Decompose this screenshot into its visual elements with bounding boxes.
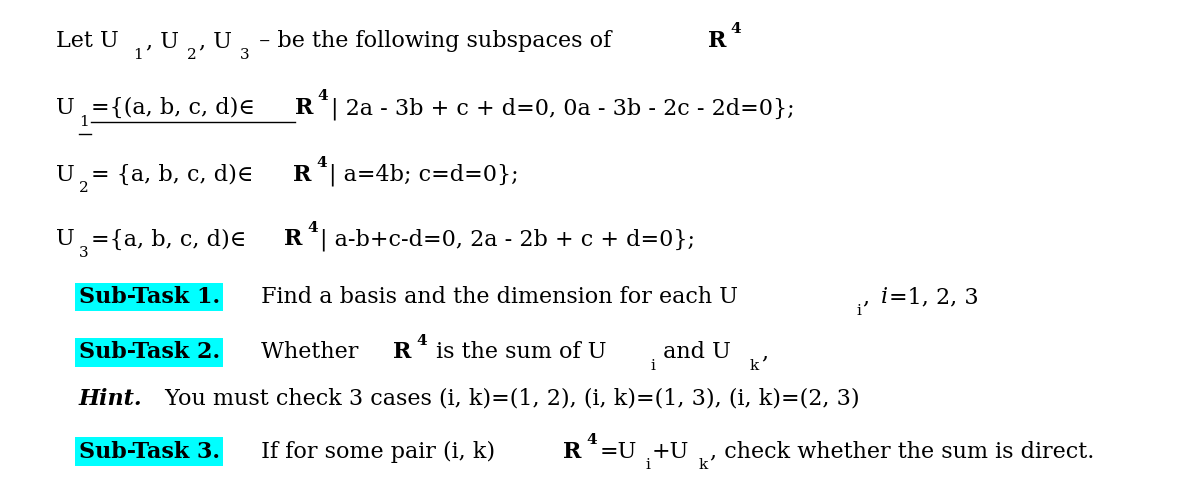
Text: , check whether the sum is direct.: , check whether the sum is direct. — [709, 440, 1094, 463]
Text: If for some pair (i, k): If for some pair (i, k) — [254, 440, 503, 463]
Text: and U: and U — [656, 341, 731, 363]
Text: U: U — [55, 164, 74, 186]
Text: =1, 2, 3: =1, 2, 3 — [889, 286, 979, 308]
Text: 1: 1 — [79, 114, 89, 129]
Text: = {a, b, c, d)∈: = {a, b, c, d)∈ — [91, 164, 253, 186]
Text: k: k — [749, 359, 758, 373]
Text: i: i — [857, 303, 862, 318]
Text: R: R — [295, 97, 313, 119]
Text: Find a basis and the dimension for each U: Find a basis and the dimension for each … — [254, 286, 738, 308]
Text: 2: 2 — [187, 48, 197, 62]
Text: i: i — [881, 286, 888, 308]
Text: U: U — [55, 228, 74, 250]
Text: k: k — [698, 458, 708, 472]
Text: 4: 4 — [586, 433, 596, 447]
Text: ={(a, b, c, d)∈: ={(a, b, c, d)∈ — [91, 97, 254, 119]
Text: ,: , — [863, 286, 877, 308]
Text: 4: 4 — [318, 89, 329, 103]
Text: | a-b+c-d=0, 2a - 2b + c + d=0};: | a-b+c-d=0, 2a - 2b + c + d=0}; — [320, 228, 695, 251]
Text: 4: 4 — [307, 220, 318, 235]
Text: 4: 4 — [416, 333, 426, 348]
Text: U: U — [55, 97, 74, 119]
Text: , U: , U — [199, 30, 232, 52]
Text: 4: 4 — [316, 156, 326, 170]
Text: 2: 2 — [79, 182, 89, 195]
Text: 3: 3 — [79, 246, 89, 260]
Text: 1: 1 — [133, 48, 143, 62]
Text: 4: 4 — [731, 23, 742, 36]
Text: | a=4b; c=d=0};: | a=4b; c=d=0}; — [329, 164, 518, 187]
Text: R: R — [394, 341, 412, 363]
Text: Let U: Let U — [55, 30, 119, 52]
Text: i: i — [646, 458, 650, 472]
Text: Sub-Task 2.: Sub-Task 2. — [79, 341, 220, 363]
Text: ,: , — [761, 341, 768, 363]
Text: R: R — [708, 30, 726, 52]
Text: =U: =U — [599, 440, 636, 463]
Text: Whether: Whether — [254, 341, 366, 363]
Text: You must check 3 cases (i, k)=(1, 2), (i, k)=(1, 3), (i, k)=(2, 3): You must check 3 cases (i, k)=(1, 2), (i… — [158, 387, 859, 409]
Text: – be the following subspaces of: – be the following subspaces of — [252, 30, 618, 52]
Text: Sub-Task 3.: Sub-Task 3. — [79, 440, 220, 463]
Text: R: R — [293, 164, 312, 186]
Text: , U: , U — [145, 30, 179, 52]
Text: +U: +U — [652, 440, 689, 463]
Text: 3: 3 — [240, 48, 250, 62]
Text: R: R — [284, 228, 302, 250]
Text: ={a, b, c, d)∈: ={a, b, c, d)∈ — [91, 228, 246, 250]
Text: | 2a - 3b + c + d=0, 0a - 3b - 2c - 2d=0};: | 2a - 3b + c + d=0, 0a - 3b - 2c - 2d=0… — [331, 97, 794, 120]
Text: is the sum of U: is the sum of U — [430, 341, 607, 363]
Text: Hint.: Hint. — [79, 387, 143, 409]
Text: R: R — [563, 440, 582, 463]
Text: i: i — [650, 359, 655, 373]
Text: Sub-Task 1.: Sub-Task 1. — [79, 286, 220, 308]
